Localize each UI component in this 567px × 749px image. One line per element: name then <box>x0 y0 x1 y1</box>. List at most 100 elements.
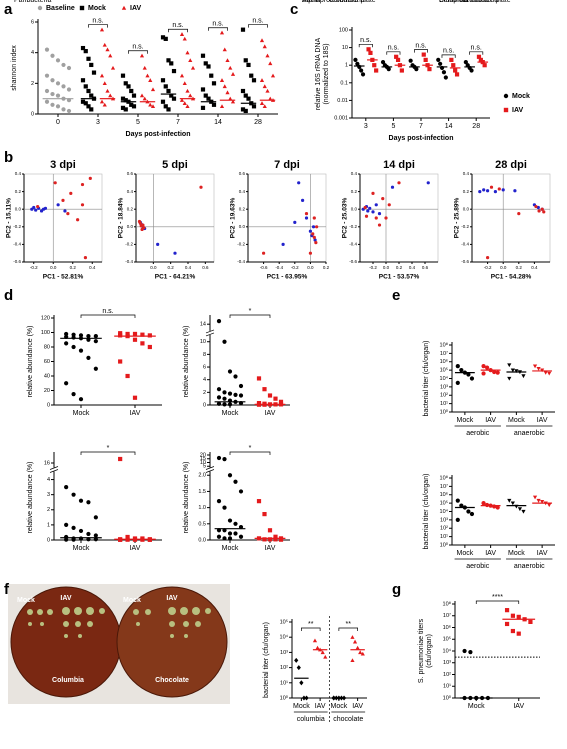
x-axis-label: Days post-infection <box>126 131 191 138</box>
data-point <box>323 654 328 659</box>
data-point <box>69 191 73 195</box>
data-point <box>93 334 98 339</box>
x-tick-label: 14 <box>445 123 453 130</box>
data-point <box>222 390 227 395</box>
data-point <box>436 57 441 63</box>
y-tick-label: 0.4 <box>463 171 470 176</box>
significance-bracket <box>386 51 401 55</box>
data-point <box>240 88 246 94</box>
data-point <box>150 87 156 92</box>
y-tick-label: 2 <box>47 507 50 513</box>
data-point <box>265 53 270 58</box>
significance-bracket <box>414 49 428 53</box>
x-tick-label: Mock <box>73 545 90 552</box>
data-point <box>225 90 230 95</box>
data-point <box>463 60 468 65</box>
data-point <box>374 216 378 220</box>
x-tick-label: 0 <box>56 119 60 126</box>
data-point <box>359 68 364 73</box>
data-point <box>454 72 460 77</box>
data-point <box>270 73 276 78</box>
y-tick-label: 0.4 <box>15 171 22 176</box>
y-axis-label: relative abundance (%) <box>27 326 34 398</box>
data-point <box>50 102 55 107</box>
data-point <box>267 537 273 542</box>
data-point <box>481 501 486 506</box>
x-tick-label: Mock <box>293 703 310 710</box>
y-tick-label: -0.4 <box>13 242 21 247</box>
legend-marker <box>79 5 85 11</box>
y-tick-label: 4 <box>203 377 206 383</box>
data-point <box>311 225 316 229</box>
250: Alphaproteobacteria <box>302 0 365 4</box>
data-point <box>238 534 244 539</box>
data-point <box>233 521 238 526</box>
data-point <box>93 533 98 538</box>
y-axis-label: bacterial titer (cfu/organ) <box>423 474 430 550</box>
data-point <box>394 54 399 59</box>
data-point <box>304 212 309 216</box>
data-point <box>132 395 138 400</box>
axis-break <box>207 467 213 472</box>
photo-label: Mock <box>123 597 141 604</box>
data-point <box>547 371 552 376</box>
significance-label: n.s. <box>360 37 371 44</box>
photo-label: Mock <box>17 597 35 604</box>
legend-label: Mock <box>512 93 530 100</box>
data-point <box>246 96 251 101</box>
data-point <box>206 64 211 69</box>
data-point <box>83 256 88 260</box>
y-tick-label: 0.6 <box>239 171 246 176</box>
data-point <box>209 73 214 78</box>
significance-label: n.s. <box>102 308 113 315</box>
data-point <box>374 203 378 207</box>
data-point <box>301 198 305 202</box>
data-point <box>89 62 94 68</box>
data-point <box>441 70 447 75</box>
108: Clostridia <box>439 0 468 4</box>
data-point <box>89 93 94 98</box>
data-point <box>131 104 137 109</box>
data-point <box>71 344 76 350</box>
data-point <box>227 391 233 396</box>
data-point <box>66 65 72 71</box>
data-point <box>105 47 110 52</box>
data-point <box>222 339 227 344</box>
y-tick-label: 2 <box>203 390 206 396</box>
data-point <box>44 99 50 104</box>
data-point <box>374 68 379 73</box>
data-point <box>123 98 128 103</box>
data-point <box>358 650 363 655</box>
significance-label: * <box>249 445 252 452</box>
group-label: aerobic <box>466 563 489 570</box>
y-axis-label: PC2 - 25.03% <box>342 198 349 239</box>
y-tick-label: 10⁵ <box>440 367 448 374</box>
data-point <box>156 242 160 246</box>
data-point <box>304 695 309 701</box>
significance-label: ** <box>346 621 352 628</box>
data-point <box>246 62 251 68</box>
data-point <box>227 369 233 374</box>
data-point <box>203 61 208 66</box>
data-point <box>259 101 265 105</box>
data-point <box>66 87 72 92</box>
data-point <box>308 229 312 233</box>
x-tick-label: Mock <box>457 550 474 557</box>
y-tick-label: 8 <box>203 352 206 358</box>
y-tick-label: 10⁸ <box>440 341 448 348</box>
503.5: Chocolate plate <box>462 0 511 4</box>
axis-break <box>207 330 213 335</box>
data-point <box>71 392 76 397</box>
data-point <box>93 366 98 371</box>
data-point <box>50 78 55 83</box>
data-point <box>179 73 185 78</box>
data-point <box>108 53 113 58</box>
data-point <box>543 370 548 375</box>
data-point <box>233 392 238 397</box>
significance-label: n.s. <box>172 22 183 29</box>
plate-chocolate <box>116 586 228 698</box>
y-tick-label: 5 <box>203 464 206 470</box>
data-point <box>366 209 370 213</box>
data-point <box>222 47 227 52</box>
data-point <box>227 518 233 523</box>
